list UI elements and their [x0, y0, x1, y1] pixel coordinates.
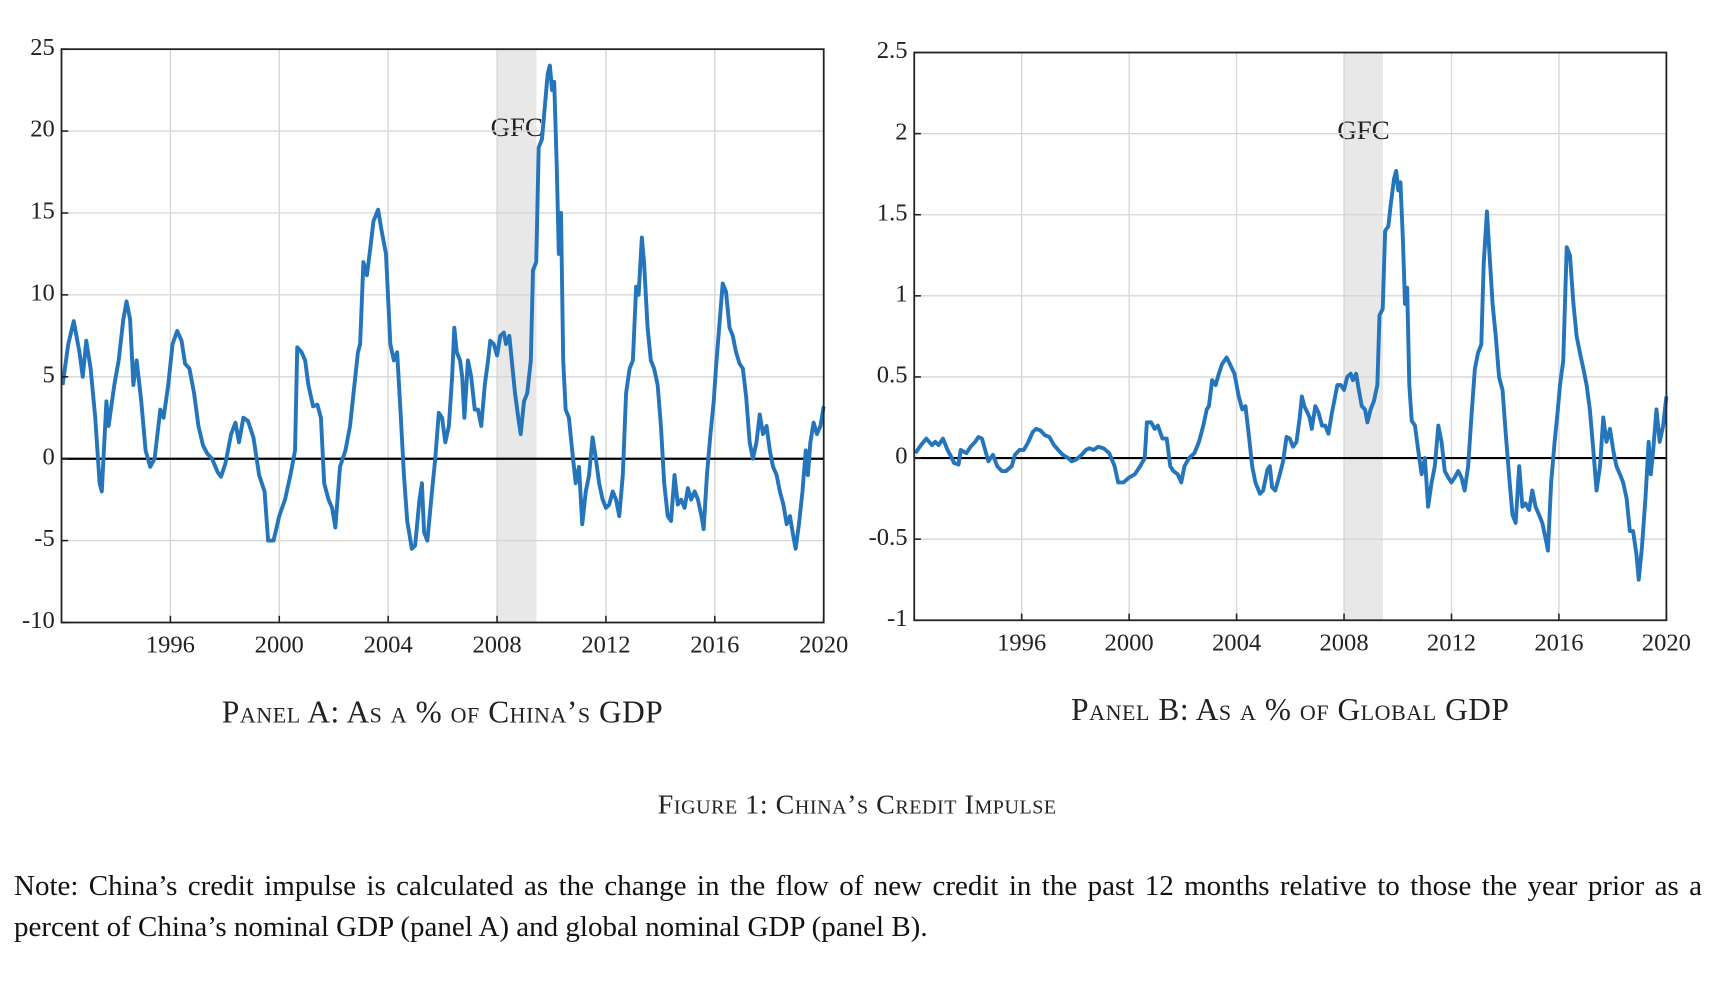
plot-frame: [60, 48, 825, 624]
y-tick-label: 5: [42, 361, 54, 388]
x-tick-label: 2012: [1427, 630, 1476, 657]
x-tick-label: 2004: [1212, 630, 1261, 657]
x-tick-label: 2008: [1319, 630, 1368, 657]
figure-caption: Figure 1: China’s Credit Impulse: [658, 789, 1057, 820]
y-tick-label: 2: [895, 118, 907, 145]
y-tick-label: -5: [34, 525, 54, 552]
y-tick-label: 0: [895, 443, 907, 470]
panel-caption: Panel B: As a % of Global GDP: [1071, 692, 1509, 727]
x-tick-label: 2016: [1534, 630, 1583, 657]
y-tick-label: 25: [30, 34, 55, 61]
y-tick-label: 1.5: [877, 199, 908, 226]
shaded-period: [1344, 52, 1383, 621]
data-line: [913, 168, 1669, 582]
y-tick-label: 10: [30, 280, 55, 307]
x-tick-label: 2000: [1105, 630, 1154, 657]
data-line: [60, 63, 826, 551]
x-tick-label: 2000: [255, 632, 304, 659]
y-tick-label: 0.5: [877, 362, 908, 389]
y-tick-label: -0.5: [869, 524, 908, 551]
x-tick-label: 2020: [799, 632, 848, 659]
x-tick-label: 1996: [997, 630, 1046, 657]
y-tick-label: -1: [887, 605, 907, 632]
note: Note: China’s credit impulse is calculat…: [14, 870, 1702, 943]
panel-caption: Panel A: As a % of China’s GDP: [222, 694, 663, 729]
y-tick-label: -10: [22, 607, 55, 634]
x-tick-label: 2020: [1642, 630, 1691, 657]
y-tick-label: 15: [30, 198, 55, 225]
y-tick-label: 20: [30, 116, 55, 143]
figure: Figure 1: China’s Credit Impulse GFC 1996…: [22, 34, 1691, 821]
x-tick-label: 1996: [146, 632, 195, 659]
x-tick-label: 2012: [581, 632, 630, 659]
x-tick-label: 2016: [690, 632, 739, 659]
x-tick-label: 2008: [472, 632, 521, 659]
y-tick-label: 2.5: [877, 37, 908, 64]
y-tick-label: 1: [895, 280, 907, 307]
x-tick-label: 2004: [364, 632, 413, 659]
plot-frame: [913, 51, 1668, 622]
y-tick-label: 0: [42, 443, 54, 470]
shade-label: GFC: [1337, 115, 1389, 145]
shade-label: GFC: [491, 112, 543, 142]
